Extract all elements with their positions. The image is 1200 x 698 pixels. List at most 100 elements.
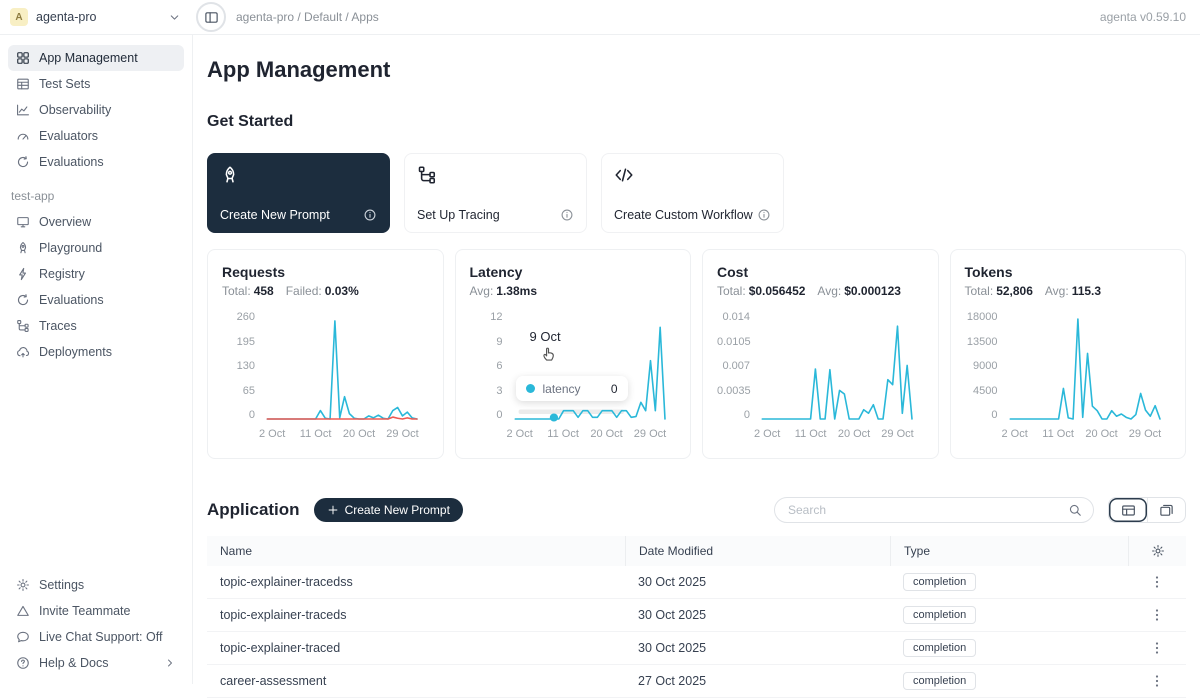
set-up-tracing-card[interactable]: Set Up Tracing xyxy=(404,153,587,233)
row-name: topic-explainer-tracedss xyxy=(207,575,625,589)
chart-stats: Avg:1.38ms xyxy=(470,284,677,298)
y-tick: 4500 xyxy=(965,385,998,397)
x-tick: 11 Oct xyxy=(795,428,827,440)
sidebar-item-registry[interactable]: Registry xyxy=(8,261,184,287)
legend-dot xyxy=(526,384,535,393)
sidebar-item-label: Observability xyxy=(39,103,111,117)
type-badge: completion xyxy=(903,573,976,591)
chart-stat: Total:52,806 xyxy=(965,284,1033,298)
y-tick: 18000 xyxy=(965,311,998,323)
chart-title: Cost xyxy=(717,264,924,280)
x-tick: 2 Oct xyxy=(259,428,285,440)
y-tick: 0.014 xyxy=(717,311,750,323)
sidebar-item-invite-teammate[interactable]: Invite Teammate xyxy=(8,598,184,624)
row-menu-icon[interactable] xyxy=(1149,673,1165,689)
legend-series-name: latency xyxy=(543,382,581,396)
get-started-title: Get Started xyxy=(207,113,1186,131)
legend-value: 0 xyxy=(611,382,618,396)
chart-plot xyxy=(759,311,924,421)
sidebar-item-label: Playground xyxy=(39,241,102,255)
chart-stats: Total:$0.056452Avg:$0.000123 xyxy=(717,284,924,298)
latency-chart-card: Latency Avg:1.38ms 129630 2 Oct11 Oct20 … xyxy=(455,249,692,459)
info-icon[interactable] xyxy=(757,208,771,222)
sidebar-item-playground[interactable]: Playground xyxy=(8,235,184,261)
sidebar-item-label: Registry xyxy=(39,267,85,281)
card-view-button[interactable] xyxy=(1147,498,1185,522)
x-tick: 29 Oct xyxy=(634,428,666,440)
chart-stats: Total:52,806Avg:115.3 xyxy=(965,284,1172,298)
sidebar-toggle-button[interactable] xyxy=(196,2,226,32)
cost-chart-card: Cost Total:$0.056452Avg:$0.000123 0.014 0… xyxy=(702,249,939,459)
column-type[interactable]: Type xyxy=(890,536,1128,566)
sidebar-item-evaluations[interactable]: Evaluations xyxy=(8,149,184,175)
chart-stat: Total:$0.056452 xyxy=(717,284,805,298)
search-input[interactable] xyxy=(786,502,1062,518)
table-row[interactable]: career-assessment 27 Oct 2025 completion xyxy=(207,665,1186,698)
search-icon[interactable] xyxy=(1068,503,1082,517)
chart-y-axis: 129630 xyxy=(470,311,512,421)
sidebar-item-deployments[interactable]: Deployments xyxy=(8,339,184,365)
tokens-chart-card: Tokens Total:52,806Avg:115.3 18000135009… xyxy=(950,249,1187,459)
y-tick: 130 xyxy=(222,360,255,372)
chart-tooltip-date: 9 Oct xyxy=(526,328,565,345)
chart-plot xyxy=(1007,311,1172,421)
card-label: Set Up Tracing xyxy=(417,208,500,222)
top-bar: A agenta-pro agenta-pro / Default / Apps… xyxy=(0,0,1200,35)
row-menu-icon[interactable] xyxy=(1149,574,1165,590)
sidebar-item-traces[interactable]: Traces xyxy=(8,313,184,339)
sidebar-item-help-docs[interactable]: Help & Docs xyxy=(8,650,184,676)
create-button-label: Create New Prompt xyxy=(345,503,450,517)
column-settings-gear-icon[interactable] xyxy=(1151,544,1165,558)
workspace-selector[interactable]: A agenta-pro xyxy=(0,8,193,26)
sidebar-item-settings[interactable]: Settings xyxy=(8,572,184,598)
table-view-icon xyxy=(1121,503,1136,518)
rocket-icon xyxy=(220,165,240,185)
help-circle-icon xyxy=(16,656,30,670)
row-menu-icon[interactable] xyxy=(1149,607,1165,623)
column-name[interactable]: Name xyxy=(207,536,625,566)
create-new-prompt-card[interactable]: Create New Prompt xyxy=(207,153,390,233)
table-view-button[interactable] xyxy=(1109,498,1147,522)
x-tick: 11 Oct xyxy=(300,428,332,440)
tracing-icon xyxy=(417,165,437,185)
sidebar-item-label: Help & Docs xyxy=(39,656,108,670)
chart-y-axis: 1800013500900045000 xyxy=(965,311,1007,421)
sidebar-item-overview[interactable]: Overview xyxy=(8,209,184,235)
sidebar-item-label: Evaluations xyxy=(39,155,104,169)
row-menu-icon[interactable] xyxy=(1149,640,1165,656)
panel-toggle-icon xyxy=(204,10,219,25)
chevron-down-icon[interactable] xyxy=(168,11,181,24)
y-tick: 3 xyxy=(470,385,503,397)
table-row[interactable]: topic-explainer-traced 30 Oct 2025 compl… xyxy=(207,632,1186,665)
sidebar-item-label: Traces xyxy=(39,319,77,333)
sidebar-item-live-chat[interactable]: Live Chat Support: Off xyxy=(8,624,184,650)
breadcrumb: agenta-pro / Default / Apps xyxy=(236,10,379,24)
sidebar-item-app-management[interactable]: App Management xyxy=(8,45,184,71)
sidebar-item-test-sets[interactable]: Test Sets xyxy=(8,71,184,97)
y-tick: 0 xyxy=(470,409,503,421)
table-row[interactable]: topic-explainer-traceds 30 Oct 2025 comp… xyxy=(207,599,1186,632)
y-tick: 6 xyxy=(470,360,503,372)
rocket-icon xyxy=(16,241,30,255)
application-title: Application xyxy=(207,500,300,520)
invite-icon xyxy=(16,604,30,618)
info-icon[interactable] xyxy=(363,208,377,222)
sidebar-item-label: Evaluations xyxy=(39,293,104,307)
y-tick: 0.0105 xyxy=(717,336,750,348)
row-date: 27 Oct 2025 xyxy=(625,674,890,688)
traces-icon xyxy=(16,319,30,333)
view-toggle xyxy=(1108,497,1186,523)
x-tick: 29 Oct xyxy=(386,428,418,440)
sidebar-item-observability[interactable]: Observability xyxy=(8,97,184,123)
info-icon[interactable] xyxy=(560,208,574,222)
requests-chart-card: Requests Total:458Failed:0.03% 260195130… xyxy=(207,249,444,459)
sidebar-item-evaluators[interactable]: Evaluators xyxy=(8,123,184,149)
gear-icon xyxy=(16,578,30,592)
column-date-modified[interactable]: Date Modified xyxy=(625,536,890,566)
table-row[interactable]: topic-explainer-tracedss 30 Oct 2025 com… xyxy=(207,566,1186,599)
table-header: Name Date Modified Type xyxy=(207,536,1186,566)
create-custom-workflow-card[interactable]: Create Custom Workflow xyxy=(601,153,784,233)
create-new-prompt-button[interactable]: Create New Prompt xyxy=(314,498,463,522)
app-version: agenta v0.59.10 xyxy=(1100,10,1200,24)
sidebar-item-project-evaluations[interactable]: Evaluations xyxy=(8,287,184,313)
